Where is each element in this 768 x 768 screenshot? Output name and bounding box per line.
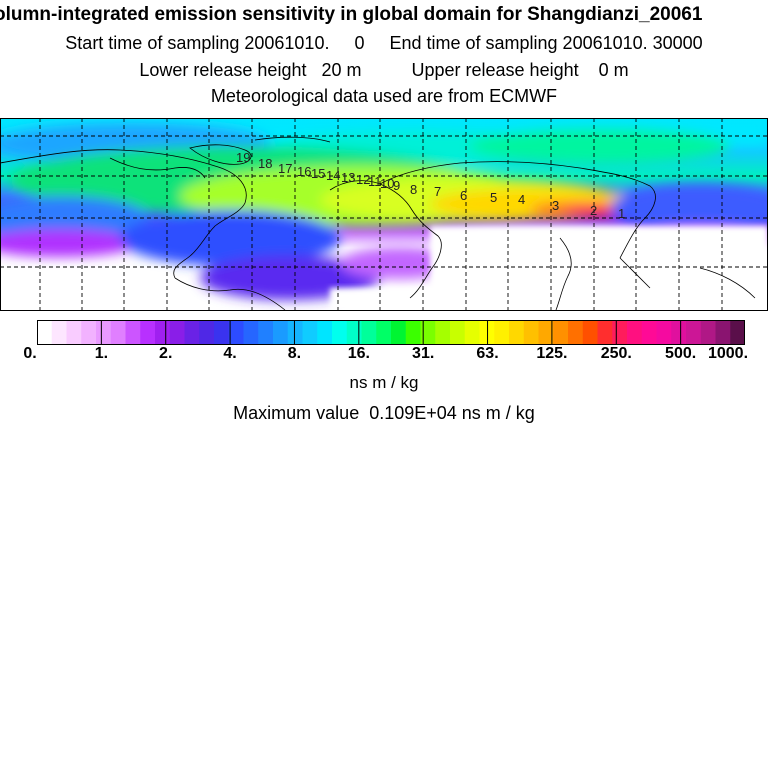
colorbar-swatch [494, 320, 510, 345]
colorbar-tick-label: 63. [476, 345, 499, 362]
colorbar-swatch [450, 320, 466, 345]
trajectory-label: 4 [518, 192, 525, 207]
colorbar-tick-label: 8. [287, 345, 302, 362]
trajectory-label: 11 [368, 174, 382, 189]
colorbar-swatch [376, 320, 392, 345]
colorbar-tick-label: 500. [665, 345, 697, 362]
colorbar-swatch [538, 320, 554, 345]
colorbar-tick-label: 1. [94, 345, 109, 362]
sampling-times: Start time of sampling 20061010. 0 End t… [65, 33, 703, 53]
colorbar-swatch [273, 320, 289, 345]
colorbar-swatch [66, 320, 82, 345]
trajectory-label: 7 [434, 184, 441, 199]
graticule [0, 118, 768, 311]
trajectory-label: 2 [590, 203, 597, 218]
trajectory-label: 8 [410, 182, 417, 197]
colorbar-swatch [169, 320, 185, 345]
colorbar-swatch [715, 320, 731, 345]
colorbar-swatch [302, 320, 318, 345]
colorbar-swatch [258, 320, 274, 345]
colorbar-tick-label: 2. [159, 345, 173, 362]
colorbar-swatch [464, 320, 480, 345]
colorbar-swatch [405, 320, 421, 345]
colorbar-swatch [346, 320, 362, 345]
colorbar-swatch [568, 320, 584, 345]
colorbar-tick-label: 0. [23, 345, 37, 362]
colorbar-swatch [582, 320, 598, 345]
colorbar-tick-label: 125. [536, 345, 568, 362]
colorbar-swatch [435, 320, 451, 345]
sensitivity-field [0, 118, 768, 311]
colorbar-swatch [155, 320, 171, 345]
colorbar-swatch [125, 320, 141, 345]
trajectory-label: 16 [297, 164, 311, 179]
trajectory-label: 14 [326, 168, 340, 183]
colorbar-swatch [671, 320, 687, 345]
colorbar-tick-label: 4. [223, 345, 237, 362]
colorbar-swatch [110, 320, 126, 345]
colorbar-units: ns m / kg [349, 373, 419, 392]
colorbar-swatch [140, 320, 156, 345]
map-title: olumn-integrated emission sensitivity in… [0, 4, 703, 25]
trajectory-label: 15 [311, 166, 325, 181]
colorbar-swatch [317, 320, 333, 345]
trajectory-label: 19 [236, 150, 250, 165]
colorbar-swatch [509, 320, 525, 345]
trajectory-label: 9 [393, 178, 400, 193]
colorbar-swatch [361, 320, 377, 345]
colorbar-swatch [287, 320, 303, 345]
colorbar-border [37, 320, 745, 345]
colorbar-swatch [51, 320, 67, 345]
colorbar-swatch [641, 320, 657, 345]
colorbar-swatch [523, 320, 539, 345]
colorbar-tick-labels: 0. 1. 2. 4. 8. 16. 31. 63. 125. 250. 500. 1000. [0, 345, 768, 367]
colorbar-swatch [656, 320, 672, 345]
colorbar-tick-label: 31. [412, 345, 435, 362]
colorbar-swatch [627, 320, 643, 345]
colorbar-swatch [597, 320, 613, 345]
colorbar-swatch [228, 320, 244, 345]
colorbar-swatch [332, 320, 348, 345]
colorbar-swatch [612, 320, 628, 345]
trajectory-label: 1 [618, 206, 625, 221]
trajectory-label: 6 [460, 188, 467, 203]
colorbar-swatch [391, 320, 407, 345]
colorbar-tick-label: 250. [600, 345, 632, 362]
colorbar [37, 320, 745, 345]
colorbar-swatch [700, 320, 716, 345]
colorbar-swatch [553, 320, 569, 345]
release-heights: Lower release height 20 m Upper release … [139, 60, 629, 80]
colorbar-swatch [184, 320, 200, 345]
coastlines [0, 136, 756, 311]
colorbar-swatch [420, 320, 436, 345]
trajectory-label: 18 [258, 156, 272, 171]
colorbar-swatch [243, 320, 259, 345]
colorbar-tick-label: 1000. [707, 345, 749, 362]
trajectory-label: 10 [380, 176, 394, 191]
colorbar-swatch [37, 320, 53, 345]
colorbar-swatch [730, 320, 745, 345]
trajectory-label: 17 [278, 161, 292, 176]
colorbar-swatch [81, 320, 97, 345]
met-data-source: Meteorological data used are from ECMWF [210, 86, 558, 106]
colorbar-swatch [214, 320, 230, 345]
trajectory-label: 5 [490, 190, 497, 205]
colorbar-swatch [199, 320, 215, 345]
colorbar-swatch [686, 320, 702, 345]
trajectory-label: 3 [552, 198, 559, 213]
trajectory-label: 12 [356, 172, 370, 187]
trajectory-label: 13 [341, 170, 355, 185]
maximum-value: Maximum value 0.109E+04 ns m / kg [233, 403, 535, 423]
colorbar-swatch [96, 320, 112, 345]
colorbar-tick-label: 16. [347, 345, 370, 362]
